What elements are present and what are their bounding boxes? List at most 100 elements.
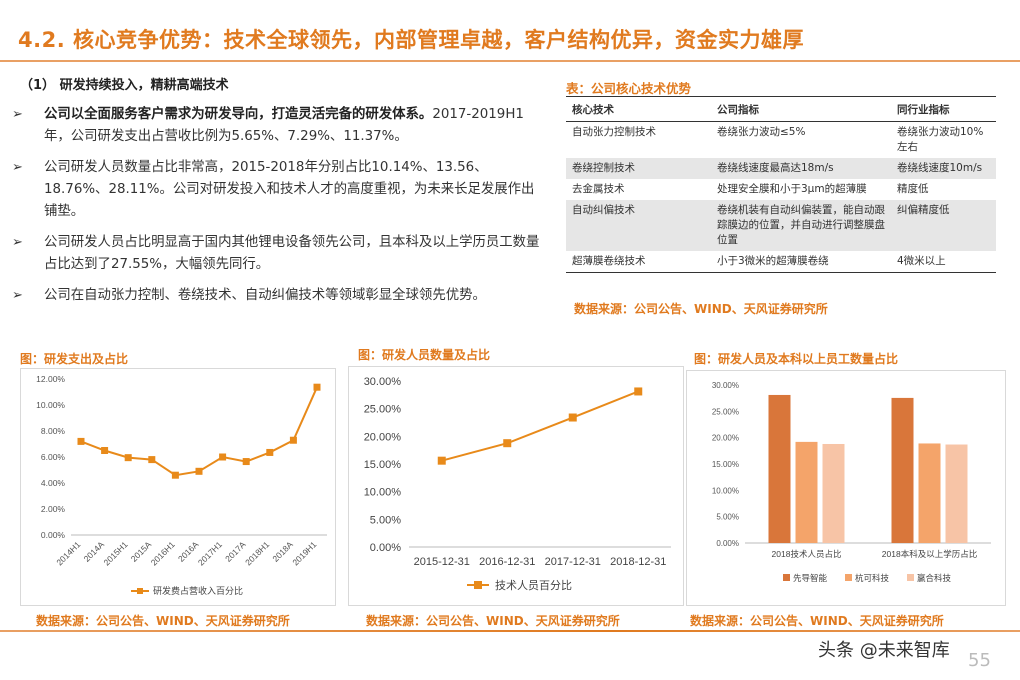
chart3-panel: 0.00% 5.00% 10.00% 15.00% 20.00% 25.00% 30.00%… (686, 370, 1006, 606)
bullet-bold-text: 公司以全面服务客户需求为研发导向，打造灵活完备的研发体系。 (44, 107, 433, 122)
data-point (503, 439, 512, 448)
series-line (441, 390, 639, 462)
y-tick-label: 25.00% (712, 407, 739, 416)
y-tick-label: 20.00% (364, 431, 402, 443)
bullet-text: 2017-2019H1年，公司研发支出占营收比例为5.65%、7.29%、11.… (44, 107, 524, 144)
bullet-item: ➢ 公司在自动张力控制、卷绕技术、自动纠偏技术等领域彰显全球领先优势。 (12, 285, 542, 307)
y-tick-label: 8.00% (41, 426, 66, 436)
y-tick-label: 2.00% (41, 504, 66, 514)
bullet-text: 公司在自动张力控制、卷绕技术、自动纠偏技术等领域彰显全球领先优势。 (44, 288, 486, 303)
table-header-cell: 公司指标 (711, 96, 891, 122)
legend-label: 研发费占营收入百分比 (153, 585, 243, 596)
table-cell: 卷绕线速度10m/s (891, 158, 996, 179)
y-tick-label: 15.00% (712, 460, 739, 469)
data-point (437, 456, 446, 465)
legend-swatch (845, 574, 852, 581)
data-point (634, 387, 643, 396)
y-tick-label: 10.00% (712, 486, 739, 495)
page-title: 4.2. 核心竞争优势：技术全球领先，内部管理卓越，客户结构优异，资金实力雄厚 (18, 28, 804, 52)
legend-swatch (783, 574, 790, 581)
y-tick-label: 30.00% (364, 376, 402, 388)
y-tick-label: 6.00% (41, 452, 66, 462)
x-tick-label: 2018-12-31 (610, 556, 666, 568)
table-cell: 卷绕机装有自动纠偏装置，能自动跟踪膜边的位置，并自动进行调整膜盘位置 (711, 200, 891, 251)
table-cell: 卷绕控制技术 (566, 158, 711, 179)
bullet-item: ➢ 公司研发人员数量占比非常高，2015-2018年分别占比10.14%、13.… (12, 157, 542, 223)
chart3-title: 图：研发人员及本科以上员工数量占比 (694, 352, 899, 366)
data-point (124, 454, 132, 462)
data-point (289, 436, 297, 444)
x-tick-label: 2017-12-31 (545, 556, 601, 568)
legend-label: 先导智能 (793, 573, 828, 583)
data-point (148, 456, 156, 464)
tech-advantage-table: 核心技术 公司指标 同行业指标 自动张力控制技术 卷绕张力波动≤5% 卷绕张力波… (566, 96, 996, 273)
table-cell: 自动纠偏技术 (566, 200, 711, 251)
title-divider (0, 60, 1020, 62)
arrow-bullet-icon: ➢ (12, 235, 23, 250)
table-cell: 卷绕张力波动10%左右 (897, 126, 984, 153)
data-point (242, 458, 250, 466)
data-point (568, 413, 577, 422)
legend-marker (137, 588, 143, 594)
bullet-list: ➢ 公司以全面服务客户需求为研发导向，打造灵活完备的研发体系。2017-2019… (12, 104, 542, 316)
chart2-panel: 0.00% 5.00% 10.00% 15.00% 20.00% 25.00% 30.00%… (348, 366, 684, 606)
table-cell: 精度低 (897, 183, 929, 195)
bullet-text: 公司研发人员占比明显高于国内其他锂电设备领先公司，且本科及以上学历员工数量占比达… (44, 235, 540, 272)
y-tick-label: 25.00% (364, 404, 402, 416)
bar (918, 443, 941, 543)
staff-share-bar-chart: 0.00% 5.00% 10.00% 15.00% 20.00% 25.00% 30.00%… (712, 381, 991, 583)
y-tick-label: 5.00% (370, 514, 401, 526)
y-tick-label: 20.00% (712, 434, 739, 443)
arrow-bullet-icon: ➢ (12, 107, 23, 122)
chart1-title: 图：研发支出及占比 (20, 352, 129, 366)
page-number: 55 (968, 650, 991, 671)
y-tick-label: 0.00% (41, 530, 66, 540)
data-point (219, 453, 227, 461)
legend-label: 赢合科技 (917, 573, 952, 583)
y-tick-label: 12.00% (36, 374, 65, 384)
table-header-row: 核心技术 公司指标 同行业指标 (566, 96, 996, 122)
x-tick-label: 2016H1 (149, 539, 177, 567)
rd-staff-line-chart: 0.00% 5.00% 10.00% 15.00% 20.00% 25.00% 30.00%… (364, 376, 671, 592)
table-cell: 纠偏精度低 (891, 200, 996, 251)
footer-divider (0, 630, 1020, 632)
data-point (77, 437, 85, 445)
table-source: 数据来源：公司公告、WIND、天风证券研究所 (574, 302, 828, 316)
bullet-item: ➢ 公司以全面服务客户需求为研发导向，打造灵活完备的研发体系。2017-2019… (12, 104, 542, 148)
data-point (101, 447, 109, 454)
table-title: 表：公司核心技术优势 (566, 81, 692, 96)
section-heading: （1） 研发持续投入，精耕高端技术 (20, 78, 229, 93)
table-cell: 卷绕线速度最高达18m/s (711, 158, 891, 179)
table-cell: 去金属技术 (572, 183, 625, 195)
table-header-cell: 核心技术 (566, 96, 711, 122)
table-row: 自动纠偏技术 卷绕机装有自动纠偏装置，能自动跟踪膜边的位置，并自动进行调整膜盘位… (566, 200, 996, 251)
table-cell: 小于3微米的超薄膜卷绕 (711, 251, 891, 273)
table-cell: 自动张力控制技术 (572, 126, 656, 138)
chart1-source: 数据来源：公司公告、WIND、天风证券研究所 (36, 614, 290, 628)
y-tick-label: 0.00% (716, 539, 739, 548)
legend-label: 杭可科技 (855, 573, 890, 583)
table-row: 超薄膜卷绕技术 小于3微米的超薄膜卷绕 4微米以上 (566, 251, 996, 273)
bar (891, 397, 914, 543)
bullet-text: 公司研发人员数量占比非常高，2015-2018年分别占比10.14%、13.56… (44, 160, 535, 219)
chart2-title: 图：研发人员数量及占比 (358, 348, 491, 362)
y-tick-label: 10.00% (36, 400, 65, 410)
bar (945, 444, 968, 543)
legend-label: 技术人员百分比 (495, 579, 572, 592)
header: 4.2. 核心竞争优势：技术全球领先，内部管理卓越，客户结构优异，资金实力雄厚 (0, 0, 1020, 62)
rd-expense-line-chart: 0.00% 2.00% 4.00% 6.00% 8.00% 10.00% 12.00% 201… (36, 374, 327, 596)
table-cell: 卷绕张力波动≤5% (717, 126, 806, 138)
table-cell: 处理安全膜和小于3μm的超薄膜 (717, 183, 867, 195)
series-line (80, 386, 318, 477)
table-cell: 超薄膜卷绕技术 (566, 251, 711, 273)
data-point (195, 467, 203, 475)
table-row: 卷绕控制技术 卷绕线速度最高达18m/s 卷绕线速度10m/s (566, 158, 996, 179)
data-point (266, 448, 274, 456)
legend-marker (474, 581, 482, 589)
x-tick-label: 2016-12-31 (479, 556, 535, 568)
chart3-source: 数据来源：公司公告、WIND、天风证券研究所 (690, 614, 944, 628)
y-tick-label: 5.00% (716, 513, 739, 522)
y-tick-label: 4.00% (41, 478, 66, 488)
x-tick-label: 2015H1 (101, 539, 129, 567)
table-cell: 4微米以上 (891, 251, 996, 273)
